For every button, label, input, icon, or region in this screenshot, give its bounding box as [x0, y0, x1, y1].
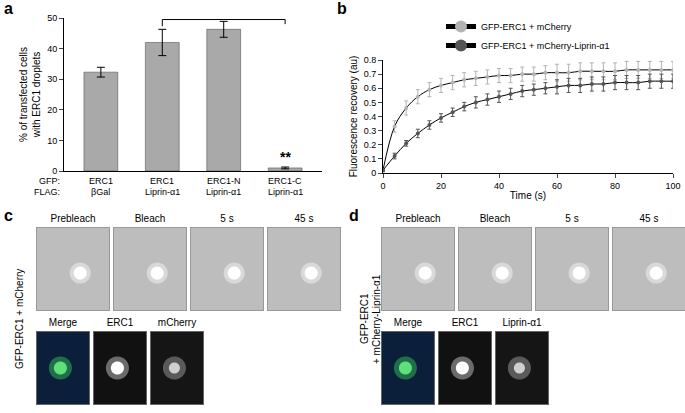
svg-text:0.8: 0.8 [364, 55, 377, 65]
svg-text:80: 80 [610, 181, 620, 191]
svg-text:0: 0 [52, 166, 57, 176]
html-text:c: c [4, 207, 13, 224]
svg-text:100: 100 [665, 181, 680, 191]
svg-text:40: 40 [494, 181, 504, 191]
html-text:Liprin-α1: Liprin-α1 [502, 317, 542, 328]
svg-text:0: 0 [371, 168, 376, 178]
html-text:d: d [349, 207, 359, 224]
svg-text:ERC1-C: ERC1-C [268, 176, 302, 186]
svg-text:FLAG:: FLAG: [34, 187, 60, 197]
html-text:GFP-ERC1: GFP-ERC1 [359, 293, 370, 345]
svg-text:0.5: 0.5 [364, 98, 377, 108]
html-text:GFP-ERC1 + mCherry: GFP-ERC1 + mCherry [14, 268, 25, 370]
html-text:Merge: Merge [48, 317, 78, 328]
svg-text:GFP:: GFP: [39, 176, 60, 186]
svg-text:0.4: 0.4 [364, 112, 377, 122]
html-text:ERC1: ERC1 [451, 317, 479, 328]
html-text:+ mCherry-Liprin-α1: + mCherry-Liprin-α1 [371, 274, 382, 364]
svg-text:ERC1: ERC1 [89, 176, 113, 186]
svg-text:0.6: 0.6 [364, 83, 377, 93]
html-text:b: b [337, 0, 347, 17]
html-text:45 s: 45 s [294, 213, 314, 224]
html-text:Prebleach: Prebleach [395, 213, 441, 224]
svg-text:GFP-ERC1 + mCherry: GFP-ERC1 + mCherry [481, 22, 572, 32]
html-text:Bleach: Bleach [479, 213, 511, 224]
svg-text:30: 30 [47, 74, 57, 84]
svg-text:40: 40 [47, 44, 57, 54]
svg-text:0.2: 0.2 [364, 140, 377, 150]
svg-text:**: ** [280, 149, 291, 165]
html-text:mCherry: mCherry [157, 317, 197, 328]
svg-text:GFP-ERC1 + mCherry-Liprin-α1: GFP-ERC1 + mCherry-Liprin-α1 [481, 41, 609, 51]
html-text:Prebleach: Prebleach [50, 213, 96, 224]
html-text:5 s: 5 s [565, 213, 579, 224]
html-text:Merge: Merge [393, 317, 423, 328]
svg-text:60: 60 [552, 181, 562, 191]
svg-text:Fluorescence recovery (au): Fluorescence recovery (au) [348, 56, 359, 178]
html-text:Bleach: Bleach [134, 213, 166, 224]
svg-text:10: 10 [47, 136, 57, 146]
svg-text:Liprin-α1: Liprin-α1 [206, 187, 241, 197]
svg-text:ERC1-N: ERC1-N [207, 176, 241, 186]
html-text:45 s: 45 s [639, 213, 659, 224]
svg-text:20: 20 [47, 105, 57, 115]
svg-text:Liprin-α1: Liprin-α1 [145, 187, 180, 197]
svg-text:0.3: 0.3 [364, 126, 377, 136]
svg-text:ERC1: ERC1 [150, 176, 174, 186]
svg-text:0.7: 0.7 [364, 69, 377, 79]
svg-text:βGal: βGal [91, 187, 110, 197]
svg-text:50: 50 [47, 13, 57, 23]
svg-text:0: 0 [380, 181, 385, 191]
svg-text:Time (s): Time (s) [510, 190, 546, 201]
html-text:a: a [4, 0, 13, 17]
html-text:ERC1: ERC1 [106, 317, 134, 328]
svg-text:20: 20 [436, 181, 446, 191]
svg-text:% of transfected cellswith ERC: % of transfected cellswith ERC1 droplets [18, 47, 42, 142]
svg-text:0.1: 0.1 [364, 154, 377, 164]
html-text:5 s: 5 s [220, 213, 234, 224]
svg-text:Liprin-α1: Liprin-α1 [268, 187, 303, 197]
